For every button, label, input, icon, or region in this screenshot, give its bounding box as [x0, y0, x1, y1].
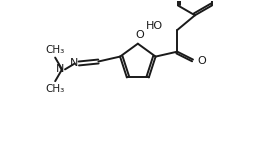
Text: O: O [135, 30, 144, 40]
Text: N: N [69, 58, 78, 68]
Text: O: O [197, 55, 206, 65]
Text: N: N [56, 64, 64, 74]
Text: HO: HO [146, 21, 163, 31]
Text: CH₃: CH₃ [45, 84, 65, 94]
Text: CH₃: CH₃ [45, 45, 65, 55]
